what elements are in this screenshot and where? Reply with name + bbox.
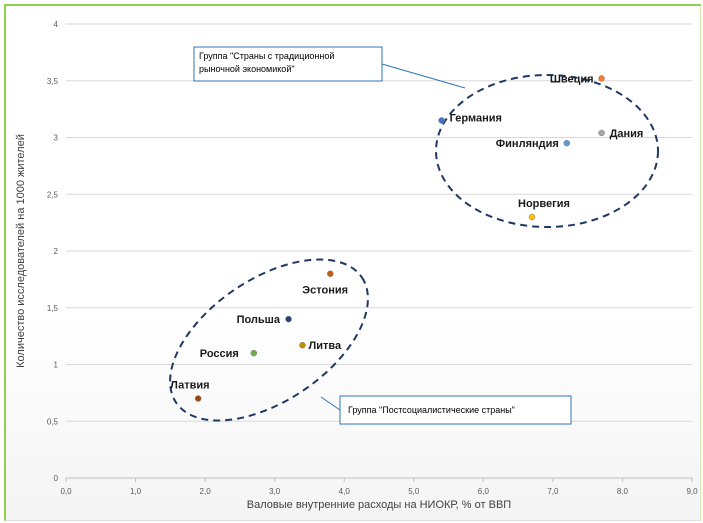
data-point: [598, 129, 605, 137]
y-tick-label: 3: [54, 134, 59, 143]
point-label: Латвия: [170, 380, 209, 392]
scatter-chart: 0,0 1,0 2,0 3,0 4,0 5,0 6,0 7,0 8,0 9,0 0 0,5 1 1,5 2…: [15, 20, 698, 511]
point-label: Эстония: [302, 285, 348, 297]
point-label: Литва: [308, 340, 341, 352]
x-tick-label: 8,0: [617, 487, 629, 496]
gridlines: [66, 23, 692, 479]
x-axis: 0,0 1,0 2,0 3,0 4,0 5,0 6,0 7,0 8,0 9,0: [60, 478, 698, 496]
point-label: Польша: [237, 314, 281, 326]
point-label: Норвегия: [518, 198, 570, 210]
chart-frame: 0,0 1,0 2,0 3,0 4,0 5,0 6,0 7,0 8,0 9,0 0 0,5 1 1,5 2…: [4, 4, 701, 521]
callout-text: Группа "Постсоциалистические страны": [348, 405, 515, 415]
callout-text: рыночной экономикой": [199, 64, 295, 74]
data-point: [528, 213, 536, 221]
group-ellipses: [169, 74, 659, 422]
group-ellipse-postsocialist: [169, 258, 369, 422]
point-label: Финляндия: [496, 138, 559, 150]
y-tick-label: 2,5: [47, 190, 59, 199]
y-tick-label: 4: [54, 20, 59, 29]
data-point: [299, 341, 306, 349]
data-point: [250, 349, 258, 357]
point-label: Россия: [200, 348, 239, 360]
y-tick-label: 1: [54, 361, 59, 370]
y-tick-label: 1,5: [47, 304, 59, 313]
data-point: [194, 395, 202, 402]
callout-box: [193, 46, 383, 82]
callouts: Группа "Страны с традиционной рыночной эк…: [193, 46, 572, 425]
data-point: [598, 75, 605, 82]
callout-box: [339, 395, 572, 425]
data-point: [285, 315, 292, 323]
callout-connector: [381, 63, 466, 89]
callout-connector: [320, 396, 341, 411]
group-ellipse-market: [435, 74, 659, 228]
y-tick-label: 3,5: [47, 77, 59, 86]
point-label: Германия: [450, 112, 502, 124]
data-point: [438, 117, 445, 124]
callout-text: Группа "Страны с традиционной: [199, 51, 334, 61]
point-label: Швеция: [550, 73, 594, 85]
x-tick-label: 3,0: [269, 487, 281, 496]
y-tick-label: 0: [54, 474, 59, 483]
y-tick-label: 0,5: [47, 417, 59, 426]
x-tick-label: 0,0: [60, 487, 72, 496]
x-tick-label: 9,0: [686, 487, 698, 496]
point-labels: Швеция Германия Дания Финляндия Норвегия Эсто…: [170, 73, 643, 391]
x-tick-label: 1,0: [130, 487, 142, 496]
y-axis-title: Количество исследователей на 1000 жителе…: [15, 134, 27, 368]
data-points: [194, 75, 605, 402]
x-tick-label: 4,0: [339, 487, 351, 496]
x-tick-label: 7,0: [547, 487, 559, 496]
point-label: Дания: [610, 128, 644, 140]
x-tick-label: 2,0: [200, 487, 212, 496]
x-tick-label: 5,0: [408, 487, 420, 496]
y-axis: 0 0,5 1 1,5 2 2,5 3 3,5 4: [47, 20, 59, 483]
x-tick-label: 6,0: [478, 487, 490, 496]
data-point: [327, 270, 334, 277]
x-axis-title: Валовые внутренние расходы на НИОКР, % о…: [247, 499, 511, 511]
y-tick-label: 2: [54, 247, 59, 256]
data-point: [563, 139, 571, 147]
